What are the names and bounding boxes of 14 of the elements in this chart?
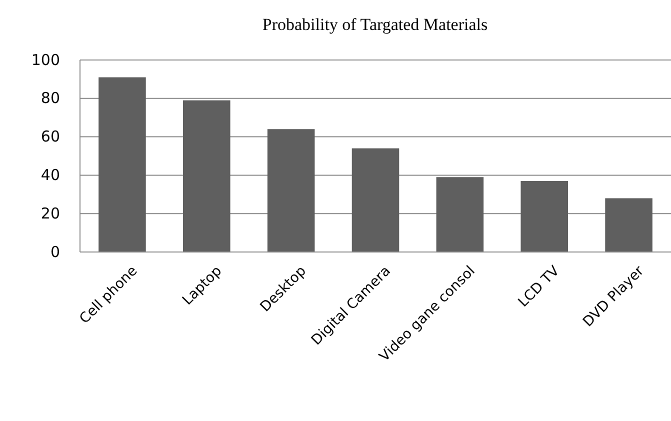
chart-title: Probability of Targated Materials (262, 15, 488, 34)
y-tick-label: 60 (40, 128, 60, 146)
y-tick-label: 100 (31, 50, 60, 69)
y-tick-label: 20 (40, 204, 60, 222)
y-tick-label: 80 (40, 89, 60, 108)
bar (267, 129, 315, 252)
bar (436, 177, 484, 252)
bar (98, 77, 146, 252)
bar (605, 198, 652, 252)
y-tick-label: 0 (50, 242, 60, 261)
y-tick-label: 40 (40, 166, 60, 184)
bar (520, 180, 568, 252)
bar (352, 148, 400, 252)
bar (183, 100, 230, 252)
